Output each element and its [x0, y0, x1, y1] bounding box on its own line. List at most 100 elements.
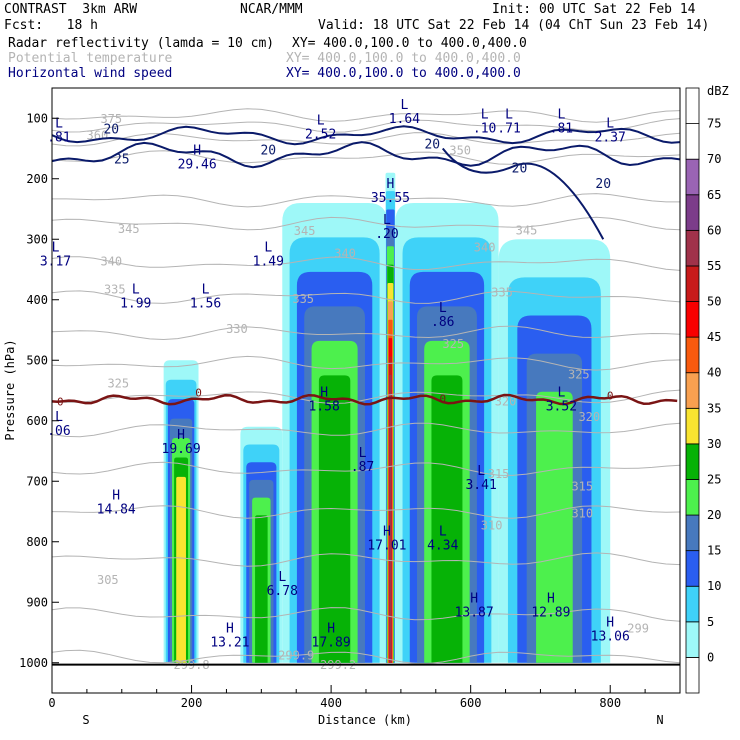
y-tick-label: 400 — [26, 293, 48, 307]
colorbar-level-label: 55 — [707, 259, 721, 273]
init-time: Init: 00 UTC Sat 22 Feb 14 — [492, 2, 696, 17]
colorbar-level-label: 60 — [707, 223, 721, 237]
wind-speed-label: 20 — [260, 144, 276, 159]
theta-contour-label: 340 — [100, 254, 122, 268]
extremum-type-label: L — [55, 116, 63, 131]
theta-contour-label: 299 — [627, 622, 649, 636]
extremum-type-label: H — [387, 177, 395, 192]
colorbar-swatch — [685, 336, 700, 374]
wind-speed-contour-25 — [52, 141, 680, 169]
extremum-value-label: 17.01 — [367, 539, 406, 554]
field-name-reflectivity: Radar reflectivity (lamda = 10 cm) — [8, 36, 275, 51]
extremum-type-label: L — [359, 446, 367, 461]
theta-contour-label: 330 — [226, 322, 248, 336]
freezing-level-label: 0 — [195, 387, 202, 400]
theta-contour-line — [52, 132, 680, 147]
extremum-value-label: 1.49 — [253, 254, 284, 269]
extremum-type-label: L — [278, 570, 286, 585]
extremum-value-label: 6.78 — [267, 584, 298, 599]
extremum-type-label: L — [557, 107, 565, 122]
x-tick-label: 800 — [599, 696, 621, 710]
colorbar-unit-label: dBZ — [707, 84, 729, 98]
freezing-level-label: 0 — [57, 396, 64, 409]
extremum-value-label: 13.06 — [591, 629, 630, 644]
theta-contour-line — [52, 256, 680, 271]
wind-speed-label: 20 — [103, 122, 119, 137]
colorbar-level-label: 5 — [707, 615, 714, 629]
theta-contour-line — [52, 552, 680, 567]
y-tick-label: 700 — [26, 474, 48, 488]
extremum-type-label: H — [226, 622, 234, 637]
y-tick-label: 900 — [26, 595, 48, 609]
extremum-type-label: H — [112, 488, 120, 503]
reflectivity-region-2-30 — [318, 375, 351, 663]
reflectivity-region-3-60 — [389, 374, 392, 663]
colorbar-level-label: 25 — [707, 472, 721, 486]
forecast-hour: Fcst: 18 h — [4, 18, 98, 33]
y-tick-label: 1000 — [19, 656, 48, 670]
x-tick-label: 400 — [320, 696, 342, 710]
theta-contour-line — [52, 649, 680, 665]
extremum-type-label: H — [547, 591, 555, 606]
extremum-type-label: L — [606, 116, 614, 131]
theta-contour-label: 345 — [294, 224, 316, 238]
colorbar-swatch — [685, 265, 700, 302]
theta-contour-label: 340 — [334, 246, 356, 260]
theta-contour-label: 310 — [571, 507, 593, 521]
field-xy-reflectivity: XY= 400.0,100.0 to 400.0,400.0 — [292, 36, 527, 51]
reflectivity-region-1-30 — [255, 515, 268, 663]
colorbar-swatch — [685, 372, 700, 409]
colorbar-swatch — [685, 657, 700, 694]
field-name-theta: Potential temperature — [8, 51, 173, 66]
extremum-value-label: 17.89 — [312, 636, 351, 651]
wind-speed-label: 20 — [595, 177, 611, 192]
extremum-value-label: 13.87 — [455, 605, 494, 620]
y-tick-label: 800 — [26, 535, 48, 549]
colorbar-swatch — [685, 514, 700, 552]
theta-contour-label: 325 — [568, 367, 590, 381]
theta-contour-line — [52, 461, 680, 476]
x-tick-label: 600 — [460, 696, 482, 710]
colorbar-level-label: 75 — [707, 117, 721, 131]
reflectivity-region-4-30 — [431, 375, 463, 663]
extremum-value-label: .87 — [351, 460, 374, 475]
extremum-type-label: H — [470, 591, 478, 606]
colorbar-level-label: 0 — [707, 650, 714, 664]
extremum-value-label: 1.56 — [190, 297, 221, 312]
extremum-type-label: L — [439, 301, 447, 316]
extremum-type-label: H — [606, 615, 614, 630]
extremum-type-label: L — [264, 240, 272, 255]
extremum-value-label: 13.21 — [210, 636, 249, 651]
theta-contour-line — [52, 505, 680, 519]
theta-contour-label: 320 — [495, 395, 517, 409]
extremum-value-label: 1.58 — [308, 400, 339, 415]
theta-contour-label: 299.9 — [278, 649, 314, 663]
theta-contour-line — [52, 150, 680, 165]
freezing-level-label: 0 — [607, 390, 614, 403]
colorbar-swatch — [685, 443, 700, 480]
extremum-type-label: L — [317, 113, 325, 128]
wind-speed-label: 20 — [512, 162, 528, 177]
extremum-value-label: .81 — [550, 121, 573, 136]
colorbar-level-label: 50 — [707, 295, 721, 309]
colorbar-level-label: 45 — [707, 330, 721, 344]
extremum-type-label: L — [52, 240, 60, 255]
wind-speed-contour-20 — [52, 125, 680, 146]
reflectivity-region-0-35 — [176, 476, 186, 663]
extremum-type-label: L — [505, 107, 513, 122]
y-axis-title: Pressure (hPa) — [3, 339, 17, 440]
y-tick-label: 500 — [26, 353, 48, 367]
extremum-type-label: H — [193, 144, 201, 159]
colorbar-swatch — [685, 229, 700, 267]
colorbar-swatch — [685, 550, 700, 587]
field-xy-theta: XY= 400.0,100.0 to 400.0,400.0 — [286, 51, 521, 66]
colorbar-swatch — [685, 194, 700, 231]
theta-contour-line — [52, 216, 680, 231]
theta-contour-line — [52, 118, 680, 133]
extremum-type-label: L — [383, 213, 391, 228]
colorbar-swatch — [685, 479, 700, 516]
colorbar-level-label: 30 — [707, 437, 721, 451]
x-end-label-north: N — [656, 713, 663, 727]
theta-contour-label: 345 — [516, 223, 538, 237]
